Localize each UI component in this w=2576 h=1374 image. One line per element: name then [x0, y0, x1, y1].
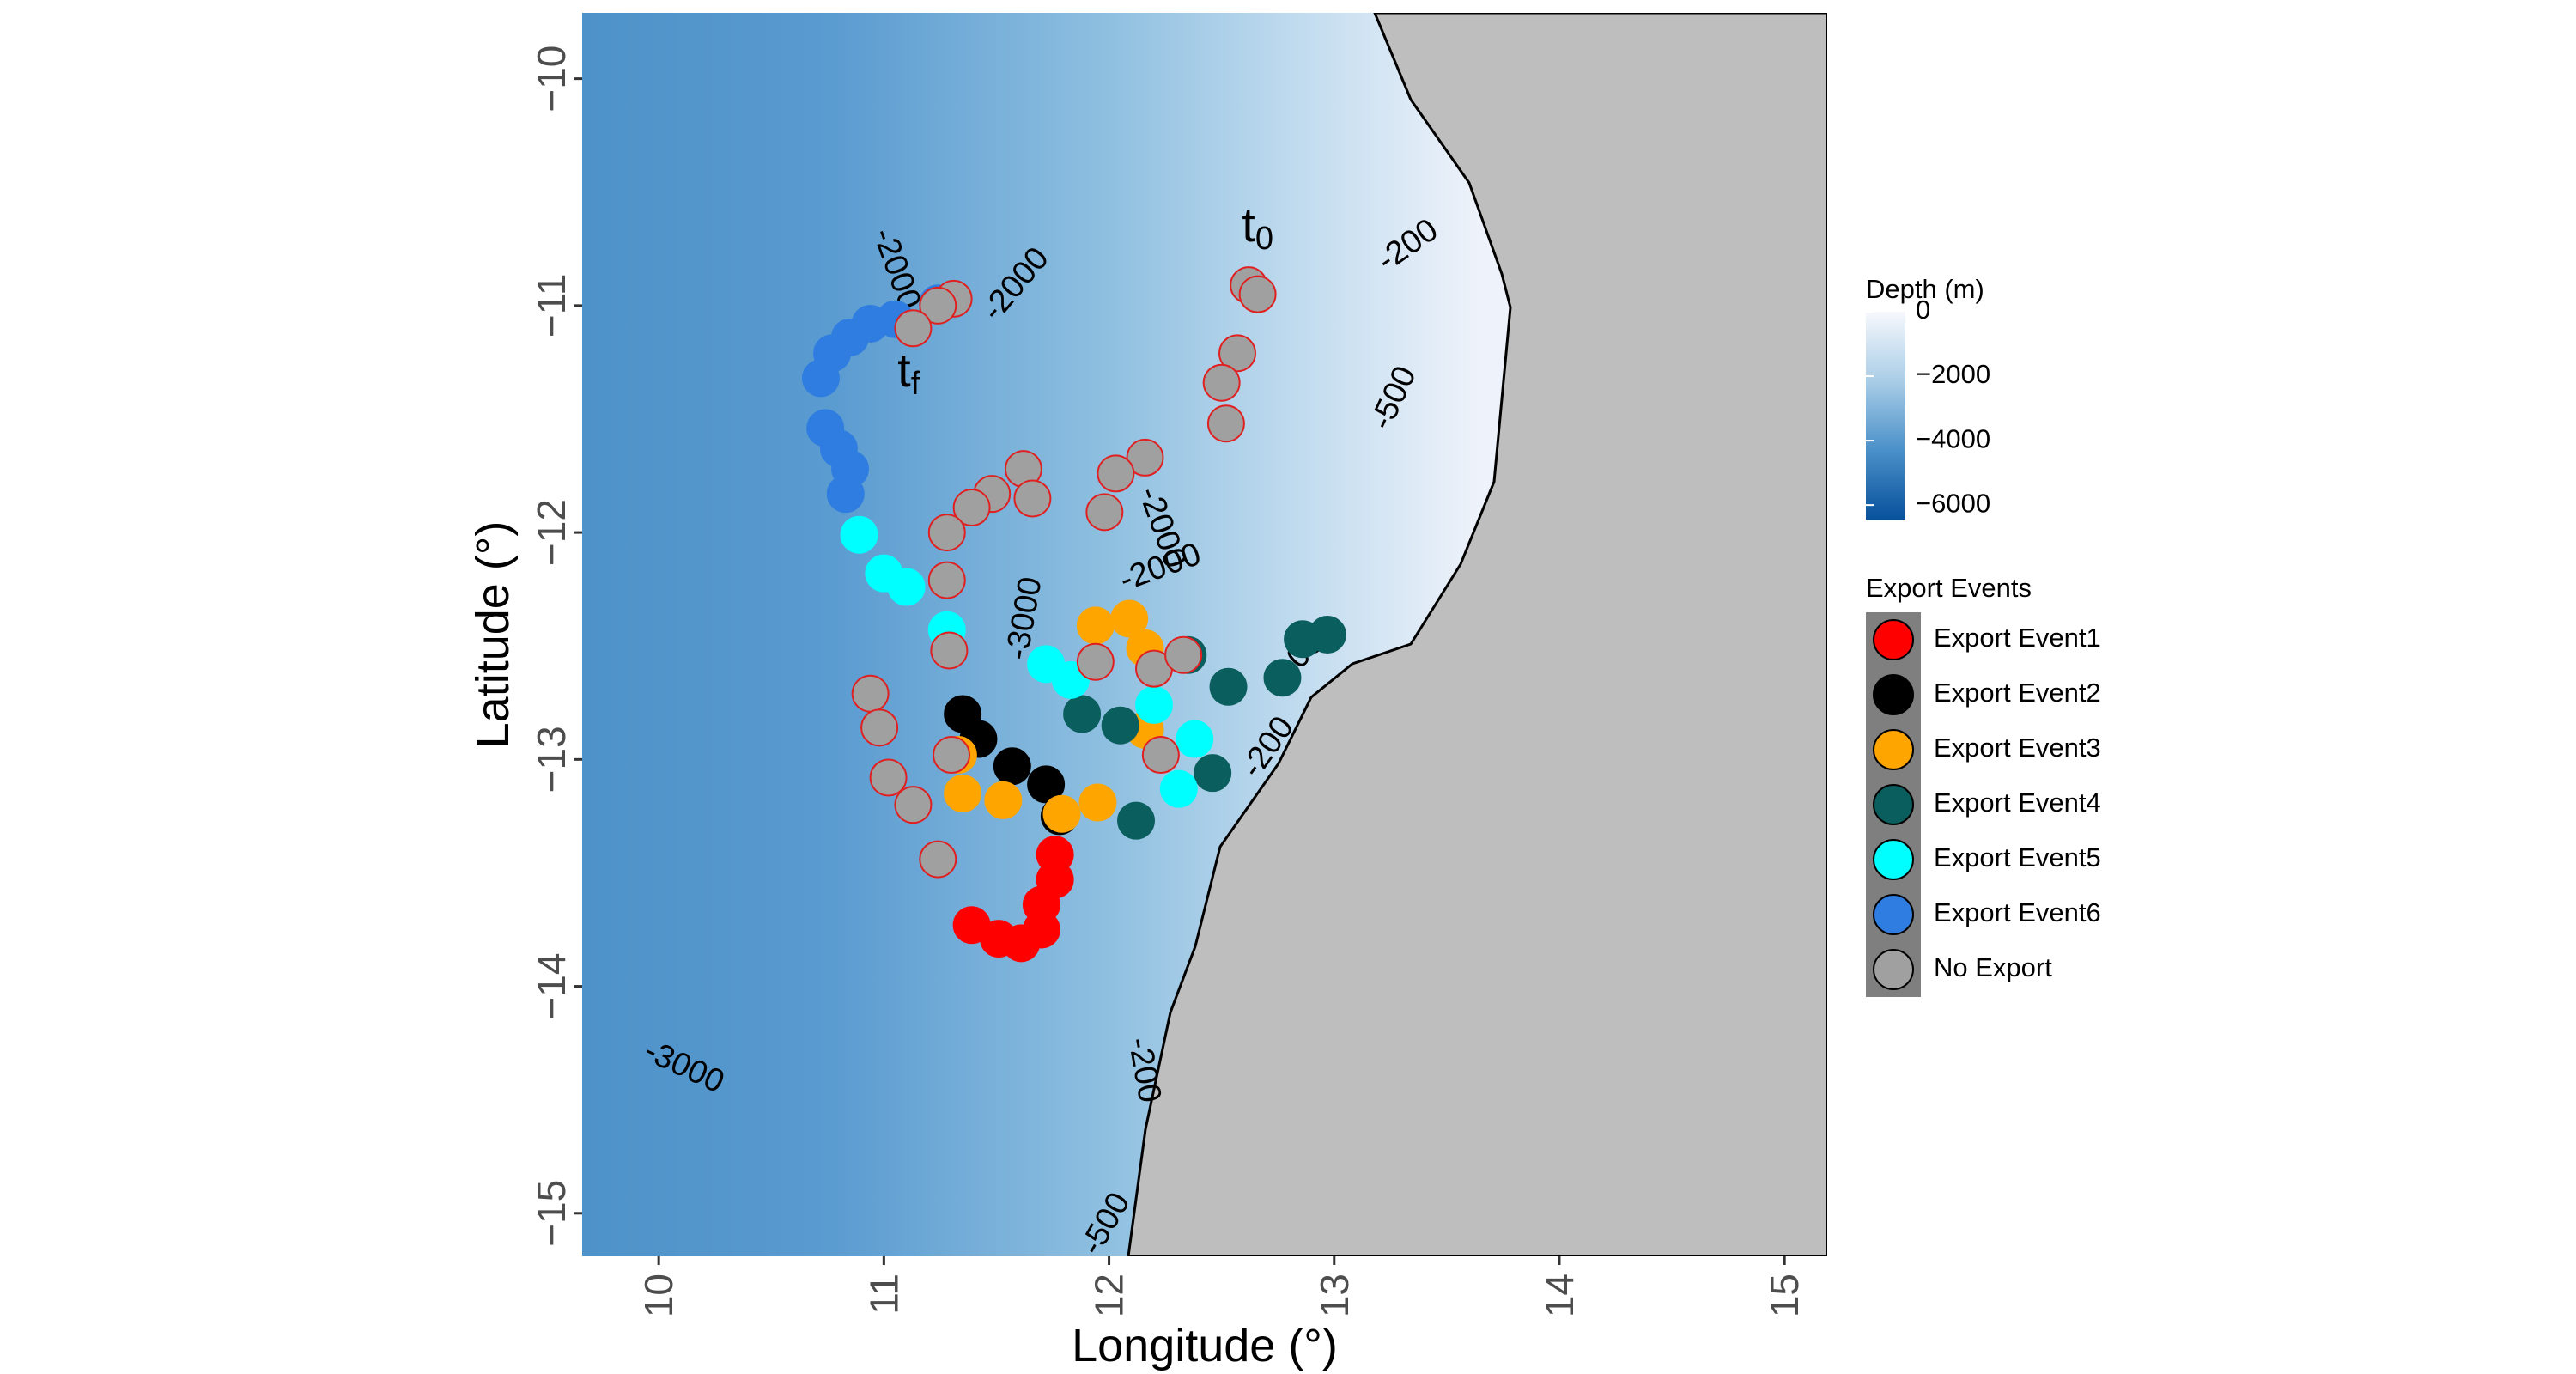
point [1101, 706, 1139, 745]
x-axis-title: Longitude (°) [1072, 1320, 1338, 1371]
legend-title: Export Events [1866, 573, 2032, 603]
point [894, 786, 933, 824]
point [1176, 720, 1214, 758]
point [919, 286, 957, 325]
y-tick-label: −15 [529, 1180, 574, 1247]
time-label: tf [897, 343, 920, 402]
point [1076, 606, 1115, 645]
y-tick-label: −12 [529, 499, 574, 566]
point [1218, 334, 1257, 373]
legend-key [1873, 949, 1914, 990]
x-tick-label: 10 [636, 1274, 681, 1317]
point [1206, 404, 1245, 443]
point [927, 561, 966, 599]
legend-label: Export Event4 [1934, 787, 2101, 818]
y-tick-label: −11 [529, 274, 574, 338]
point [1085, 493, 1124, 532]
time-label-sub: f [911, 366, 920, 402]
colorbar-tick-label: −2000 [1916, 359, 1990, 389]
point [944, 774, 982, 812]
point [1238, 275, 1277, 313]
point [933, 736, 971, 775]
point [1063, 695, 1102, 733]
legend-key [1873, 894, 1914, 935]
point [984, 781, 1023, 819]
point [1076, 642, 1115, 681]
point [993, 747, 1031, 786]
legend-key [1873, 729, 1914, 770]
point [952, 489, 991, 527]
point [1013, 479, 1052, 518]
point [1141, 736, 1180, 775]
point [869, 758, 908, 797]
legend-label: Export Event3 [1934, 733, 2101, 763]
point [930, 631, 969, 670]
point [919, 840, 957, 879]
point [1117, 801, 1156, 840]
point [1042, 794, 1081, 833]
colorbar-tick-label: −6000 [1916, 488, 1990, 518]
point [1164, 635, 1203, 674]
time-label-base: t [1242, 198, 1255, 252]
legend-label: Export Event5 [1934, 842, 2101, 872]
x-tick-label: 15 [1762, 1274, 1807, 1317]
colorbar-tick-label: 0 [1916, 295, 1930, 325]
point [1209, 667, 1248, 706]
time-label: t0 [1242, 198, 1273, 257]
legend-label: Export Event6 [1934, 897, 2101, 927]
point [1097, 454, 1135, 493]
x-tick-label: 14 [1537, 1274, 1582, 1317]
time-label-sub: 0 [1255, 221, 1273, 257]
legend-label: Export Event2 [1934, 678, 2101, 708]
legend-label: Export Event1 [1934, 623, 2101, 653]
point [887, 568, 926, 606]
point [1027, 765, 1066, 804]
point [1078, 783, 1117, 822]
y-tick-label: −13 [529, 726, 574, 793]
colorbar-title: Depth (m) [1866, 274, 1984, 304]
legend-key [1873, 619, 1914, 660]
point [1308, 616, 1346, 654]
point [840, 515, 878, 554]
x-tick-label: 11 [861, 1274, 906, 1315]
point [851, 674, 890, 713]
point [1110, 599, 1149, 638]
x-tick-label: 12 [1087, 1274, 1132, 1317]
point [860, 708, 899, 747]
y-axis-title: Latitude (°) [467, 521, 519, 749]
point [1159, 769, 1198, 808]
colorbar-tick-label: −4000 [1916, 423, 1990, 453]
point [894, 309, 933, 348]
map-background [582, 13, 1827, 1256]
y-tick-label: −10 [529, 46, 574, 112]
y-tick-label: −14 [529, 953, 574, 1020]
point [1126, 438, 1164, 477]
point [1194, 754, 1232, 793]
point [952, 906, 991, 945]
legend-key [1873, 674, 1914, 715]
time-label-base: t [897, 343, 911, 397]
point [1263, 659, 1302, 697]
point [1202, 363, 1241, 402]
point [801, 359, 840, 398]
land [1127, 13, 1827, 1256]
legend-key [1873, 784, 1914, 825]
colorbar [1866, 312, 1905, 520]
x-tick-label: 13 [1312, 1274, 1357, 1317]
point [1135, 685, 1174, 724]
legend-key [1873, 839, 1914, 880]
point [826, 475, 865, 514]
legend-label: No Export [1934, 952, 2052, 982]
point [927, 514, 966, 552]
